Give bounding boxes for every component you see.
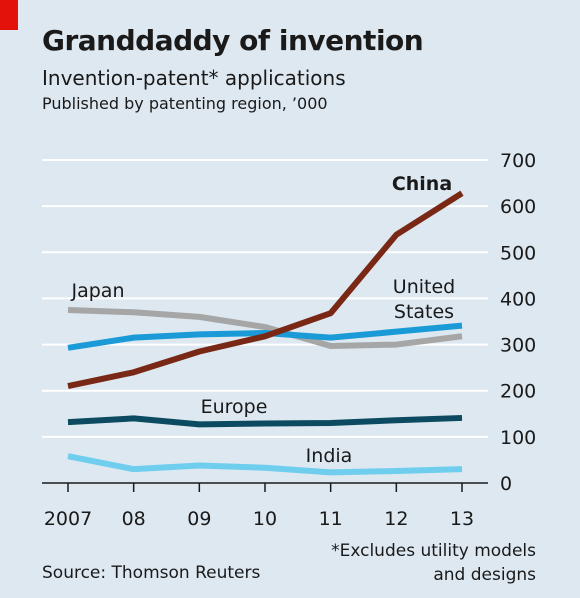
footnote: *Excludes utility models and designs	[331, 539, 536, 587]
series-label-united-states: States	[394, 301, 454, 323]
series-line-china	[67, 190, 464, 390]
series-line-india	[67, 453, 463, 476]
series-label-china: China	[392, 173, 452, 195]
y-tick-label: 100	[500, 427, 536, 449]
chart-subtitle: Invention-patent* applications	[42, 66, 346, 90]
x-tick-label: 09	[187, 508, 211, 530]
x-tick-label: 2007	[44, 508, 92, 530]
chart-title: Granddaddy of invention	[42, 24, 424, 57]
footnote-line-2: and designs	[433, 565, 536, 585]
series-label-japan: Japan	[71, 280, 125, 302]
y-tick-label: 300	[500, 335, 536, 357]
series-label-india: India	[306, 445, 353, 467]
x-tick-label: 08	[122, 508, 146, 530]
y-tick-label: 0	[500, 473, 512, 495]
series-line-japan	[67, 306, 463, 349]
footnote-line-1: *Excludes utility models	[331, 541, 536, 561]
series-label-europe: Europe	[201, 396, 268, 418]
x-tick-label: 12	[384, 508, 408, 530]
source-note: Source: Thomson Reuters	[42, 563, 261, 583]
y-tick-label: 400	[500, 288, 536, 310]
y-tick-label: 500	[500, 242, 536, 264]
y-tick-label: 600	[500, 196, 536, 218]
x-tick-label: 13	[450, 508, 474, 530]
series-line-europe	[67, 414, 463, 428]
series-line-united-states	[67, 322, 463, 351]
series-label-united-states: United	[393, 276, 455, 298]
y-tick-label: 700	[500, 150, 536, 172]
x-tick-label: 11	[319, 508, 343, 530]
chart-units: Published by patenting region, ’000	[42, 94, 328, 113]
x-tick-label: 10	[253, 508, 277, 530]
brand-tag	[0, 0, 18, 30]
y-tick-label: 200	[500, 381, 536, 403]
